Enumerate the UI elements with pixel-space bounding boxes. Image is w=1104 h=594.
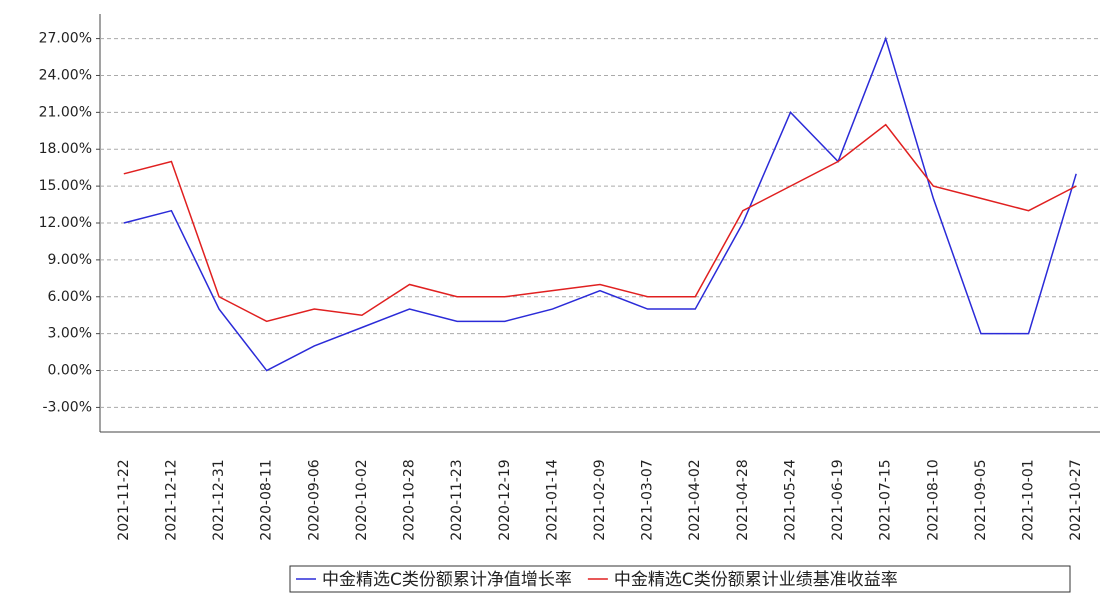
x-tick-label: 2021-05-24 bbox=[782, 459, 798, 540]
y-tick-label: 0.00% bbox=[48, 363, 92, 379]
x-tick-label: 2021-03-07 bbox=[640, 459, 656, 540]
x-tick-label: 2020-09-06 bbox=[306, 459, 322, 540]
x-tick-label: 2020-10-02 bbox=[354, 459, 370, 540]
x-tick-label: 2021-06-19 bbox=[830, 459, 846, 540]
x-tick-label: 2020-11-23 bbox=[449, 459, 465, 540]
y-tick-label: 24.00% bbox=[39, 67, 92, 83]
y-tick-label: 3.00% bbox=[48, 326, 92, 342]
x-tick-label: 2021-02-09 bbox=[592, 459, 608, 540]
x-tick-label: 2021-04-02 bbox=[687, 459, 703, 540]
legend-label: 中金精选C类份额累计净值增长率 bbox=[322, 570, 572, 590]
y-tick-label: 12.00% bbox=[39, 215, 92, 231]
x-tick-label: 2021-10-01 bbox=[1021, 459, 1037, 540]
legend-box bbox=[289, 565, 1071, 593]
y-tick-label: 18.00% bbox=[39, 141, 92, 157]
x-tick-label: 2021-12-31 bbox=[211, 459, 227, 540]
x-tick-label: 2021-09-05 bbox=[973, 459, 989, 540]
y-tick-label: 9.00% bbox=[48, 252, 92, 268]
x-tick-label: 2021-12-12 bbox=[163, 459, 179, 540]
x-tick-label: 2021-08-10 bbox=[925, 459, 941, 540]
x-tick-label: 2020-08-11 bbox=[259, 459, 275, 540]
y-tick-label: 6.00% bbox=[48, 289, 92, 305]
x-tick-label: 2020-12-19 bbox=[497, 459, 513, 540]
legend-label: 中金精选C类份额累计业绩基准收益率 bbox=[614, 570, 898, 590]
x-tick-label: 2021-11-22 bbox=[116, 459, 132, 540]
y-tick-label: 15.00% bbox=[39, 178, 92, 194]
x-tick-label: 2020-10-28 bbox=[402, 459, 418, 540]
x-tick-label: 2021-07-15 bbox=[878, 459, 894, 540]
y-tick-label: 21.00% bbox=[39, 104, 92, 120]
series-line bbox=[123, 36, 1077, 372]
x-tick-label: 2021-10-27 bbox=[1068, 459, 1084, 540]
y-tick-label: 27.00% bbox=[39, 31, 92, 47]
series-line bbox=[123, 123, 1077, 323]
x-tick-label: 2021-04-28 bbox=[735, 459, 751, 540]
x-tick-label: 2021-01-14 bbox=[544, 459, 560, 540]
y-tick-label: -3.00% bbox=[42, 399, 92, 415]
